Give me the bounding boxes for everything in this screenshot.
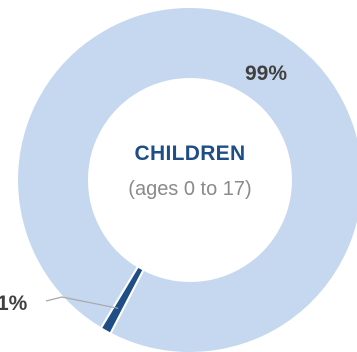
donut-slice-2 [99,265,145,335]
slice-label-large: 99% [245,62,287,85]
center-subtitle: (ages 0 to 17) [128,178,251,200]
center-title: CHILDREN [135,142,246,165]
small-slice-leader-line [45,296,119,309]
slice-label-small: 1% [0,292,28,315]
